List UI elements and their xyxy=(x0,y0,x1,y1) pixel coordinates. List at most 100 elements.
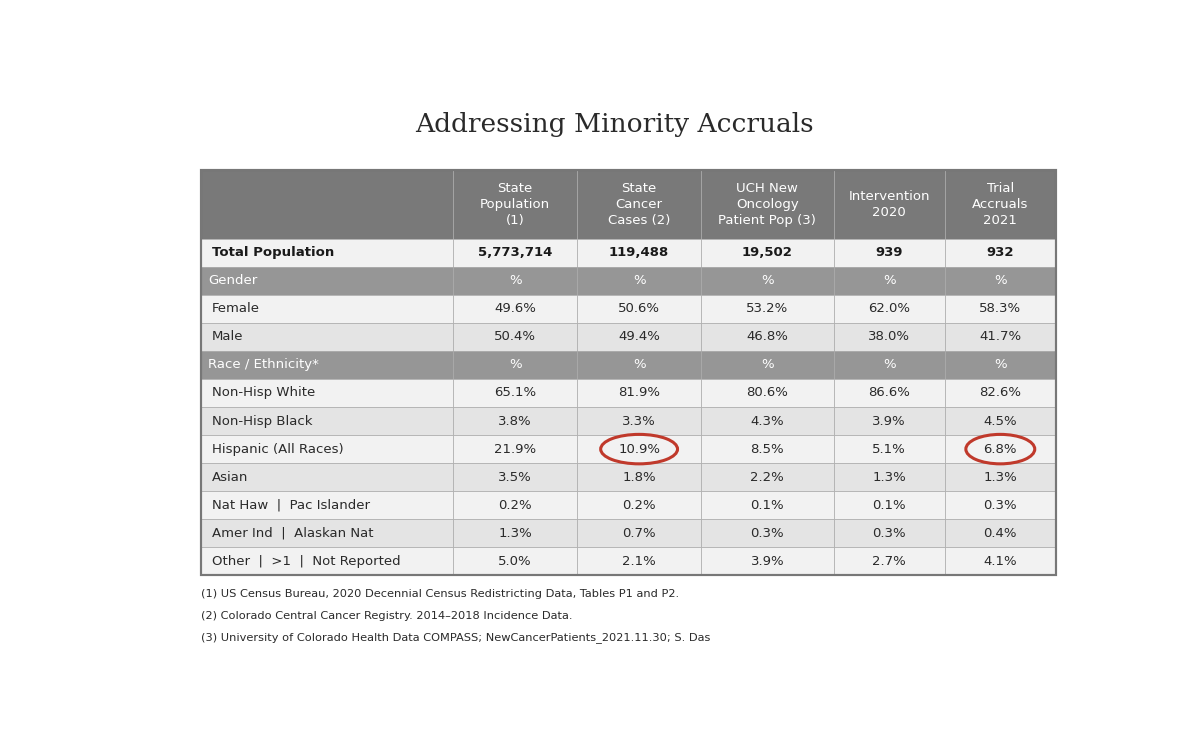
Text: Intervention
2020: Intervention 2020 xyxy=(849,190,930,219)
Bar xyxy=(453,170,577,239)
Bar xyxy=(833,170,945,239)
Bar xyxy=(833,463,945,491)
Text: Trial
Accruals
2021: Trial Accruals 2021 xyxy=(972,182,1029,227)
Text: Non-Hisp White: Non-Hisp White xyxy=(212,386,315,400)
Text: 38.0%: 38.0% xyxy=(868,330,910,343)
Text: Amer Ind  |  Alaskan Nat: Amer Ind | Alaskan Nat xyxy=(212,527,374,539)
Bar xyxy=(701,351,833,379)
Text: 62.0%: 62.0% xyxy=(868,302,910,315)
Text: %: % xyxy=(994,274,1007,287)
Text: 19,502: 19,502 xyxy=(742,246,793,259)
Bar xyxy=(701,295,833,323)
Text: 0.7%: 0.7% xyxy=(622,527,656,539)
Bar xyxy=(945,239,1056,266)
Text: 49.4%: 49.4% xyxy=(619,330,659,343)
Bar xyxy=(577,351,701,379)
Bar xyxy=(833,379,945,407)
Text: 3.9%: 3.9% xyxy=(751,555,784,568)
Text: %: % xyxy=(882,359,896,371)
Text: 2.1%: 2.1% xyxy=(622,555,656,568)
Text: %: % xyxy=(633,274,645,287)
Bar xyxy=(577,519,701,548)
Text: 3.9%: 3.9% xyxy=(873,414,906,427)
Text: 0.2%: 0.2% xyxy=(499,498,532,512)
Text: 5.1%: 5.1% xyxy=(873,443,906,455)
Bar xyxy=(453,323,577,351)
Text: 2.7%: 2.7% xyxy=(873,555,906,568)
Text: 0.4%: 0.4% xyxy=(983,527,1017,539)
Bar xyxy=(701,463,833,491)
Text: Addressing Minority Accruals: Addressing Minority Accruals xyxy=(415,112,814,137)
Text: 10.9%: 10.9% xyxy=(619,443,661,455)
Bar xyxy=(833,491,945,519)
Text: 1.8%: 1.8% xyxy=(622,471,656,484)
Bar xyxy=(201,407,453,435)
Bar xyxy=(945,491,1056,519)
Text: Non-Hisp Black: Non-Hisp Black xyxy=(212,414,313,427)
Bar xyxy=(701,323,833,351)
Text: %: % xyxy=(761,359,773,371)
Bar xyxy=(945,379,1056,407)
Text: 4.3%: 4.3% xyxy=(751,414,784,427)
Bar xyxy=(945,519,1056,548)
Bar xyxy=(201,239,453,266)
Text: 46.8%: 46.8% xyxy=(747,330,788,343)
Text: 53.2%: 53.2% xyxy=(746,302,789,315)
Bar xyxy=(577,407,701,435)
Bar xyxy=(201,351,453,379)
Text: 21.9%: 21.9% xyxy=(494,443,536,455)
Text: %: % xyxy=(633,359,645,371)
Bar xyxy=(945,463,1056,491)
Text: Female: Female xyxy=(212,302,260,315)
Bar xyxy=(577,379,701,407)
Bar xyxy=(701,239,833,266)
Text: 4.1%: 4.1% xyxy=(983,555,1017,568)
Text: 8.5%: 8.5% xyxy=(751,443,784,455)
Bar xyxy=(945,351,1056,379)
Text: 58.3%: 58.3% xyxy=(980,302,1022,315)
Bar xyxy=(201,435,453,463)
Text: 65.1%: 65.1% xyxy=(494,386,536,400)
Text: Nat Haw  |  Pac Islander: Nat Haw | Pac Islander xyxy=(212,498,370,512)
Bar xyxy=(201,170,1056,575)
Text: 2.2%: 2.2% xyxy=(751,471,784,484)
Text: State
Population
(1): State Population (1) xyxy=(480,182,550,227)
Text: UCH New
Oncology
Patient Pop (3): UCH New Oncology Patient Pop (3) xyxy=(718,182,817,227)
Bar xyxy=(833,435,945,463)
Bar xyxy=(577,170,701,239)
Bar xyxy=(833,351,945,379)
Text: 1.3%: 1.3% xyxy=(983,471,1017,484)
Bar xyxy=(833,295,945,323)
Bar xyxy=(577,463,701,491)
Bar xyxy=(945,407,1056,435)
Bar xyxy=(945,170,1056,239)
Bar xyxy=(577,491,701,519)
Bar xyxy=(945,435,1056,463)
Text: 82.6%: 82.6% xyxy=(980,386,1022,400)
Bar xyxy=(833,548,945,575)
Bar xyxy=(701,435,833,463)
Text: 3.5%: 3.5% xyxy=(499,471,532,484)
Bar xyxy=(833,266,945,295)
Bar xyxy=(453,239,577,266)
Bar xyxy=(453,407,577,435)
Bar xyxy=(201,266,453,295)
Text: Hispanic (All Races): Hispanic (All Races) xyxy=(212,443,344,455)
Text: 3.3%: 3.3% xyxy=(622,414,656,427)
Bar xyxy=(201,519,453,548)
Text: 3.8%: 3.8% xyxy=(499,414,532,427)
Bar xyxy=(577,266,701,295)
Text: Race / Ethnicity*: Race / Ethnicity* xyxy=(209,359,319,371)
Text: Male: Male xyxy=(212,330,243,343)
Text: (1) US Census Bureau, 2020 Decennial Census Redistricting Data, Tables P1 and P2: (1) US Census Bureau, 2020 Decennial Cen… xyxy=(201,589,679,600)
Bar xyxy=(453,519,577,548)
Text: 50.4%: 50.4% xyxy=(494,330,536,343)
Text: %: % xyxy=(761,274,773,287)
Text: 1.3%: 1.3% xyxy=(873,471,906,484)
Bar xyxy=(701,548,833,575)
Bar xyxy=(453,548,577,575)
Text: 0.3%: 0.3% xyxy=(873,527,906,539)
Bar xyxy=(453,295,577,323)
Text: Other  |  >1  |  Not Reported: Other | >1 | Not Reported xyxy=(212,555,400,568)
Text: 0.3%: 0.3% xyxy=(751,527,784,539)
